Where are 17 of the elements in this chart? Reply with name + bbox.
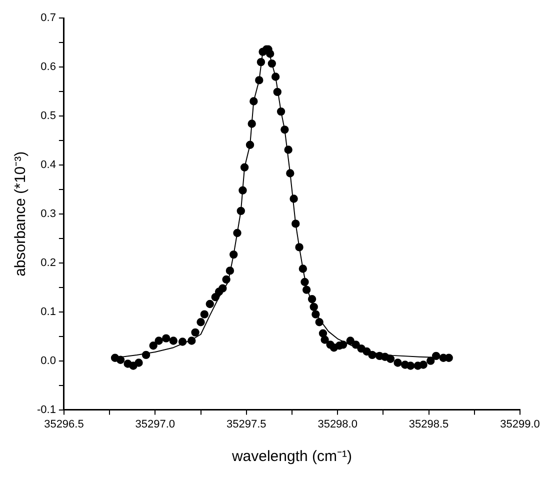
- y-tick-label: 0.1: [40, 306, 56, 318]
- y-tick-label: 0.4: [40, 158, 56, 171]
- x-tick-label: 35298.0: [318, 418, 358, 430]
- x-tick-label: 35299.0: [500, 418, 540, 430]
- y-tick-label: 0.0: [40, 354, 56, 367]
- x-tick-label: 35298.5: [408, 418, 449, 430]
- x-tick-label: 35297.5: [226, 418, 266, 430]
- y-tick-label: 0.2: [40, 256, 56, 269]
- y-tick-label: -0.1: [36, 404, 56, 416]
- y-tick-label: 0.5: [40, 110, 56, 122]
- y-tick-label: 0.6: [40, 61, 56, 74]
- x-tick-label: 35297.0: [135, 418, 176, 430]
- x-tick-label: 35296.5: [44, 418, 84, 430]
- y-axis-title: absorbance (*10⁻³): [12, 151, 30, 276]
- y-tick-label: 0.7: [40, 12, 56, 24]
- x-axis-title: wavelength (cm⁻¹): [230, 448, 352, 466]
- y-tick-label: 0.3: [40, 208, 56, 220]
